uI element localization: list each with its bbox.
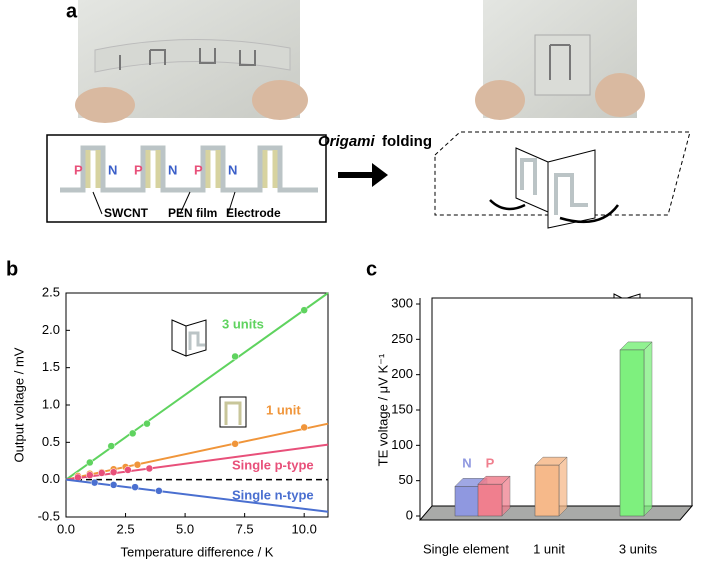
n-label: N <box>108 162 117 177</box>
x-tick-label: 5.0 <box>176 521 194 536</box>
y-tick-label: 100 <box>391 437 413 452</box>
data-point <box>300 306 308 314</box>
category-label: 3 units <box>619 541 658 556</box>
y-axis-label: TE voltage / μV K⁻¹ <box>375 353 390 466</box>
y-axis-label: Output voltage / mV <box>11 347 26 462</box>
data-point <box>143 419 151 428</box>
series-label: Single n-type <box>232 487 314 502</box>
folded-schematic <box>434 131 691 229</box>
part-label: PEN film <box>168 206 217 220</box>
folding-italic: Origami <box>318 133 376 150</box>
data-point <box>97 469 106 477</box>
y-tick-label: 2.0 <box>42 322 60 337</box>
n-label: N <box>228 162 237 177</box>
y-tick-label: 150 <box>391 401 413 416</box>
y-tick-label: 0.5 <box>42 434 60 449</box>
folding-text: folding <box>382 133 432 150</box>
bar-side <box>558 456 568 517</box>
p-label: P <box>134 162 143 177</box>
n-label: N <box>168 162 177 177</box>
x-axis-label: Temperature difference / K <box>121 544 274 559</box>
series-label: 1 unit <box>266 402 301 417</box>
data-point <box>109 481 118 489</box>
photo-flat <box>75 0 308 123</box>
data-point <box>145 464 154 473</box>
p-label: P <box>194 162 203 177</box>
x-tick-label: 0.0 <box>57 521 75 536</box>
data-point <box>107 442 116 450</box>
panel-label: a <box>66 0 78 22</box>
y-tick-label: 1.0 <box>42 396 60 411</box>
bar-side <box>643 341 653 517</box>
bar <box>454 486 480 517</box>
data-point <box>133 460 142 469</box>
data-point <box>86 458 94 467</box>
arrow <box>338 163 388 187</box>
fit-line <box>65 478 329 513</box>
series-label: 3 units <box>222 316 264 331</box>
y-tick-label: 2.5 <box>42 284 60 299</box>
data-point <box>231 440 239 448</box>
fit-line <box>65 422 329 481</box>
category-label: Single element <box>423 541 509 556</box>
y-tick-label: 200 <box>391 366 413 381</box>
x-tick-label: 7.5 <box>236 521 254 536</box>
data-point <box>231 352 239 361</box>
bar-label: N <box>462 455 471 470</box>
data-point <box>90 478 99 487</box>
data-point <box>128 429 137 438</box>
bar <box>477 483 503 517</box>
part-label: SWCNT <box>104 206 149 220</box>
y-tick-label: 250 <box>391 331 413 346</box>
category-label: 1 unit <box>533 541 565 556</box>
photo-folded <box>475 0 645 120</box>
data-point <box>131 483 139 491</box>
data-point <box>86 471 94 479</box>
bar-label: P <box>486 455 495 470</box>
y-tick-label: 1.5 <box>42 359 60 374</box>
x-tick-label: 2.5 <box>117 521 135 536</box>
data-point <box>300 423 308 432</box>
part-label: Electrode <box>226 206 281 220</box>
data-point <box>124 466 132 474</box>
bar <box>534 464 560 517</box>
panel-label: b <box>6 258 18 280</box>
p-label: P <box>74 162 83 177</box>
y-tick-label: -0.5 <box>38 508 60 523</box>
data-point <box>155 487 163 495</box>
y-tick-label: 0.0 <box>42 471 60 486</box>
fit-line <box>65 443 329 481</box>
y-tick-label: 50 <box>399 472 413 487</box>
y-tick-label: 300 <box>391 295 413 310</box>
series-label: Single p-type <box>232 457 314 472</box>
schematic <box>46 134 327 223</box>
bar <box>619 349 645 517</box>
x-tick-label: 10.0 <box>292 521 317 536</box>
data-point <box>109 468 118 476</box>
panel-label: c <box>366 258 377 280</box>
y-tick-label: 0 <box>406 507 413 522</box>
